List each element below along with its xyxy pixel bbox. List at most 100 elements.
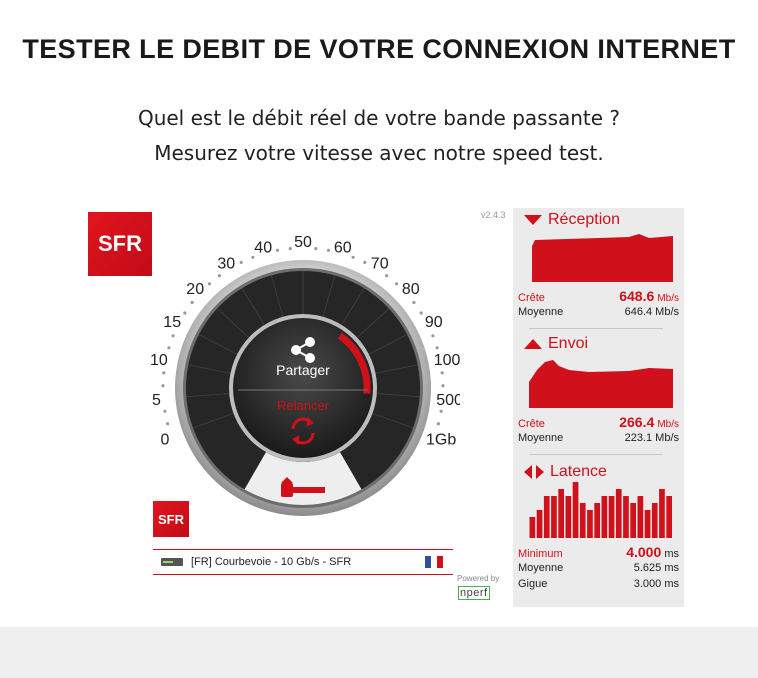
upload-header: Envoi <box>524 335 588 353</box>
server-icon <box>161 558 183 566</box>
latency-bar <box>543 496 550 538</box>
gauge-tick-label: 90 <box>425 314 443 331</box>
latency-bar <box>558 489 564 538</box>
download-title: Réception <box>548 211 621 228</box>
gauge-tick-label: 15 <box>163 314 181 331</box>
latency-min-value: 4.000 <box>626 544 662 560</box>
refresh-icon <box>291 416 315 446</box>
gauge-tick-label: 50 <box>294 234 312 251</box>
version-label: v2.4.3 <box>481 210 506 220</box>
gauge-dot <box>351 255 355 259</box>
gauge-bottom-panel <box>244 452 362 505</box>
latency-bar <box>536 510 543 538</box>
gauge-segment-line <box>270 275 284 317</box>
gauge-dot <box>166 422 170 426</box>
gauge-dot <box>251 255 255 259</box>
upload-graph <box>529 360 673 408</box>
gauge-segment-line <box>356 308 390 339</box>
france-flag-icon <box>425 556 443 568</box>
gauge-dot <box>435 346 439 350</box>
gauge-dots <box>161 247 445 426</box>
download-graph <box>532 234 673 282</box>
gauge-dot <box>419 311 423 315</box>
subtitle-line-2: Mesurez votre vitesse avec notre speed t… <box>154 141 604 165</box>
gauge-dot <box>190 300 194 305</box>
latency-graph <box>529 482 672 538</box>
progress-arc <box>337 332 371 394</box>
gauge-segment-line <box>375 364 418 374</box>
gauge-dot <box>326 248 331 252</box>
upload-peak-row: Crête 266.4 Mb/s <box>518 414 679 430</box>
gauge-hub <box>233 318 373 458</box>
download-peak-row: Crête 648.6 Mb/s <box>518 288 679 304</box>
gauge-segment-line <box>186 393 230 398</box>
divider <box>529 328 663 329</box>
share-icon <box>291 337 315 363</box>
download-peak-value: 648.6 <box>619 288 655 304</box>
gauge-segment-line <box>216 308 250 339</box>
gauge-tick-labels: 0 5 10 15 20 30 40 50 60 70 80 90 100 500 1Gb <box>150 234 460 448</box>
latency-avg-value: 5.625 ms <box>633 562 679 574</box>
upload-avg-row: Moyenne 223.1 Mb/s <box>518 432 679 444</box>
gauge-tick-label: 5 <box>152 392 161 409</box>
settings-wrench-icon[interactable] <box>281 477 325 497</box>
latency-bar <box>608 496 615 538</box>
gauge-dot <box>162 371 166 375</box>
gauge-dot <box>385 274 389 278</box>
nperf-logo[interactable]: nperf <box>458 586 490 600</box>
restart-label: Relancer <box>277 398 330 413</box>
gauge-dot <box>431 334 435 338</box>
gauge-dot <box>436 422 440 426</box>
gauge-dot <box>163 409 167 413</box>
upload-avg-label: Moyenne <box>518 432 564 444</box>
gauge-dot <box>275 248 280 252</box>
gauge-segment-line <box>372 412 414 429</box>
latency-bar <box>630 503 636 538</box>
upload-peak-value: 266.4 <box>619 414 655 430</box>
upload-avg-value: 223.1 Mb/s <box>624 432 679 444</box>
gauge-segment-line <box>241 287 265 326</box>
latency-bar <box>565 496 572 538</box>
restart-button[interactable]: Relancer <box>277 398 330 446</box>
gauge-segment-line <box>198 334 238 355</box>
gauge-tick-label: 0 <box>160 431 169 448</box>
download-avg-value: 646.4 Mb/s <box>624 306 679 318</box>
latency-min-unit: ms <box>664 548 679 560</box>
latency-bar <box>651 503 658 538</box>
results-panel: Réception Crête 648.6 Mb/s Moyenne 646.4… <box>513 208 684 607</box>
gauge-dot <box>161 384 165 388</box>
sfr-logo[interactable]: SFR <box>88 212 152 276</box>
gauge-tick-label: 100 <box>434 352 460 369</box>
gauge-segment-line <box>341 287 365 326</box>
gauge-tick-label: 40 <box>254 240 272 257</box>
gauge-dot <box>363 260 367 264</box>
latency-bar <box>615 489 622 538</box>
gauge-dot <box>167 346 171 350</box>
gauge-tick-label: 70 <box>371 256 389 273</box>
gauge-dot <box>239 260 243 264</box>
upload-peak-unit: Mb/s <box>657 419 679 430</box>
gauge-tick-label: 30 <box>217 256 235 273</box>
latency-avg-label: Moyenne <box>518 562 564 574</box>
latency-bar <box>666 496 672 538</box>
gauge-segment-line <box>192 412 234 429</box>
divider <box>529 454 663 455</box>
gauge-tick-label: 10 <box>150 352 168 369</box>
latency-bar <box>587 510 593 538</box>
sfr-small-logo: SFR <box>153 501 189 537</box>
gauge-segment-line <box>376 393 420 398</box>
share-button[interactable]: Partager <box>276 337 330 378</box>
gauge-dot <box>440 371 444 375</box>
subtitle-line-1: Quel est le débit réel de votre bande pa… <box>137 106 621 130</box>
download-avg-row: Moyenne 646.4 Mb/s <box>518 306 679 318</box>
latency-jitter-label: Gigue <box>518 578 548 590</box>
latency-min-label: Minimum <box>518 548 563 560</box>
latency-bar <box>637 496 644 538</box>
gauge-segment-line <box>188 364 231 374</box>
server-selector[interactable]: [FR] Courbevoie - 10 Gb/s - SFR <box>153 549 453 575</box>
powered-by-label: Powered by <box>457 574 500 583</box>
gauge-segment-line <box>368 334 408 355</box>
download-peak-unit: Mb/s <box>657 293 679 304</box>
latency-header: Latence <box>524 463 607 481</box>
gauge-dot <box>217 274 221 278</box>
